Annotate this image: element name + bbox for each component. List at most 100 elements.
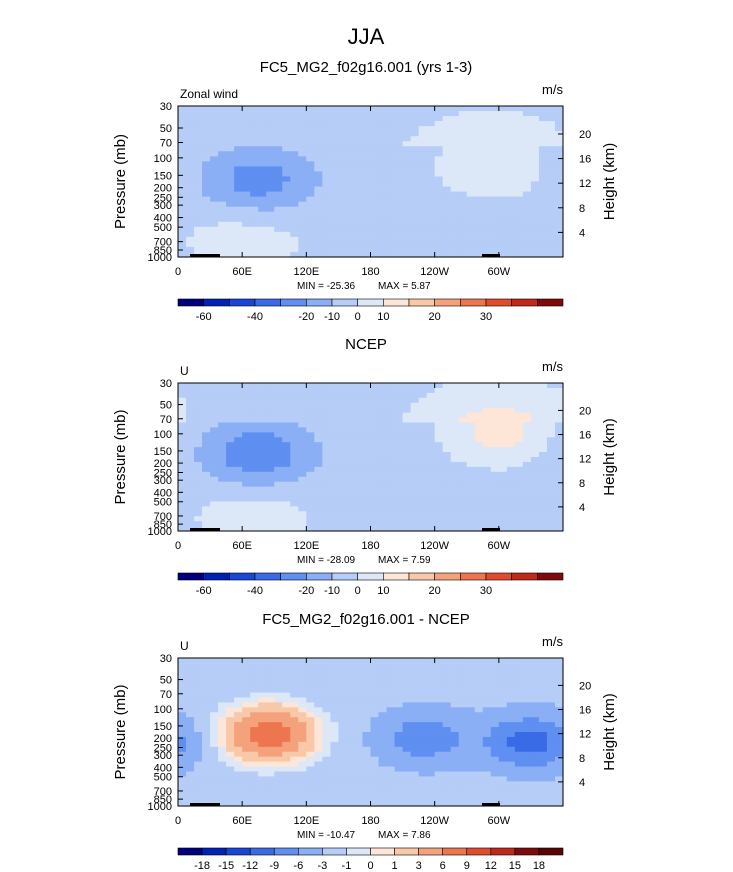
field-cell [298,667,307,674]
field-cell [274,176,283,183]
field-cell [418,432,428,438]
field-cell [338,471,348,478]
field-cell [298,707,307,713]
field-cell [530,432,540,438]
field-cell [338,116,348,122]
field-cell [482,697,492,703]
field-cell [418,722,428,728]
field-cell [378,141,388,147]
field-cell [298,176,307,183]
field-cell [530,196,540,203]
field-cell [234,387,243,394]
field-cell [202,211,211,218]
field-cell [346,221,356,228]
field-cell [554,161,564,167]
field-cell [434,677,444,684]
field-cell [178,251,187,258]
field-cell [458,796,468,802]
field-cell [434,417,444,424]
field-cell [202,692,211,699]
field-cell [346,231,356,238]
field-cell [410,756,420,763]
field-cell [202,761,211,768]
field-cell [322,672,331,679]
field-cell [490,732,500,738]
field-cell [314,211,323,218]
field-cell [362,211,372,218]
pressure-tick-label: 700 [154,511,172,523]
field-cell [178,457,187,463]
field-cell [498,241,508,248]
field-cell [314,672,323,679]
field-cell [330,766,340,773]
field-cell [282,131,291,137]
field-cell [522,796,532,802]
field-cell [474,697,484,703]
field-cell [194,121,203,127]
field-cell [354,491,364,498]
field-cell [178,131,187,137]
field-cell [402,667,412,674]
field-cell [322,491,331,498]
field-cell [442,707,452,713]
field-cell [234,166,243,173]
colorbar-label: -10 [324,585,340,597]
field-cell [362,241,372,248]
field-cell [202,191,211,198]
field-cell [482,221,492,228]
field-cell [410,746,420,753]
field-cell [178,516,187,522]
field-cell [362,412,372,419]
field-cell [234,486,243,493]
field-cell [362,781,372,787]
colorbar-swatch [177,847,203,856]
field-cell [282,461,291,468]
field-cell [306,191,315,198]
field-cell [250,387,259,394]
field-cell [290,427,299,433]
field-cell [546,707,556,713]
field-cell [450,781,460,787]
field-cell [546,447,556,453]
field-cell [426,201,436,208]
field-cell [394,186,404,193]
field-cell [306,151,315,157]
field-cell [386,241,396,248]
field-cell [410,801,420,807]
field-cell [530,466,540,473]
field-cell [266,801,275,807]
field-cell [258,776,267,782]
field-cell [362,417,372,424]
field-cell [554,432,564,438]
field-cell [482,211,492,218]
field-cell [378,146,388,152]
field-cell [250,702,259,708]
field-cell [410,181,420,188]
field-cell [290,791,299,797]
field-cell [514,447,524,453]
topography-mask [482,254,500,257]
field-cell [258,516,267,522]
field-cell [298,702,307,708]
field-cell [474,432,484,438]
field-cell [210,682,219,689]
field-cell [338,687,348,694]
field-cell [490,196,500,203]
field-cell [210,176,219,183]
field-cell [330,727,340,733]
field-cell [370,241,380,248]
field-cell [194,206,203,213]
field-cell [386,801,396,807]
field-cell [346,526,356,532]
field-cell [458,707,468,713]
field-cell [322,226,331,233]
field-cell [418,186,428,193]
field-cell [210,662,219,669]
field-cell [306,231,315,238]
field-cell [402,751,412,758]
field-cell [434,796,444,802]
field-cell [514,466,524,473]
pressure-tick-label: 30 [160,653,172,665]
field-cell [402,432,412,438]
field-cell [378,136,388,142]
